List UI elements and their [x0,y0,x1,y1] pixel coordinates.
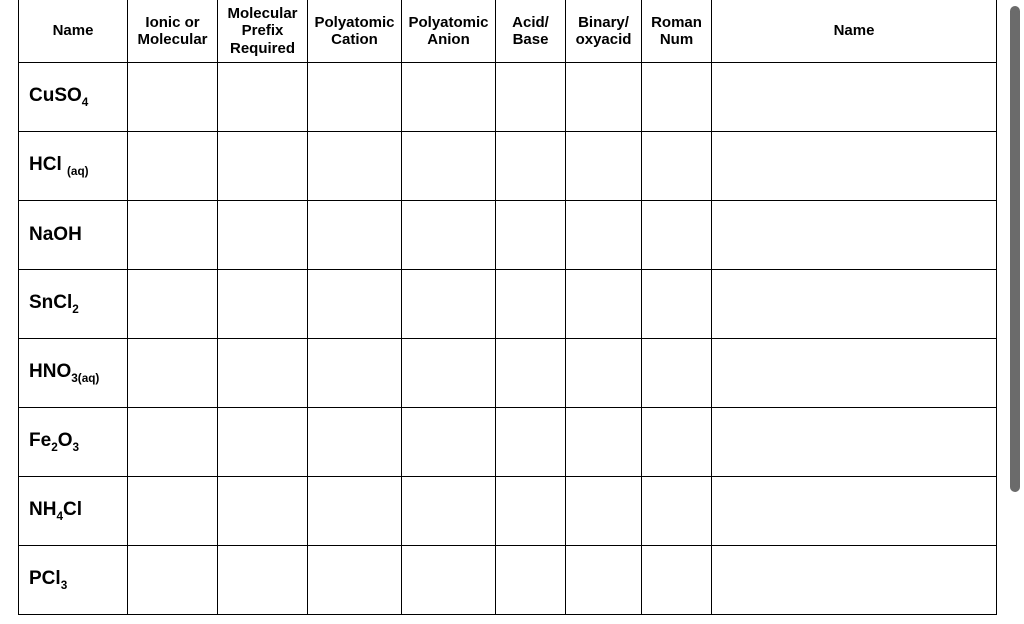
data-cell [218,546,308,615]
data-cell [308,201,402,270]
data-cell [218,408,308,477]
data-cell [712,63,997,132]
data-cell [218,339,308,408]
data-cell [128,132,218,201]
formula-cell: HNO3(aq) [19,339,128,408]
data-cell [712,201,997,270]
formula-cell: NaOH [19,201,128,270]
data-cell [128,408,218,477]
data-cell [308,132,402,201]
data-cell [496,63,566,132]
table-row: HCl (aq) [19,132,997,201]
data-cell [218,63,308,132]
formula-cell: NH4Cl [19,477,128,546]
data-cell [712,339,997,408]
data-cell [218,270,308,339]
data-cell [308,63,402,132]
data-cell [128,339,218,408]
data-cell [308,270,402,339]
table-header-row: NameIonic orMolecularMolecularPrefixRequ… [19,0,997,63]
data-cell [642,270,712,339]
data-cell [566,63,642,132]
col-header-poly_an: PolyatomicAnion [402,0,496,63]
col-header-poly_cat: PolyatomicCation [308,0,402,63]
data-cell [496,132,566,201]
data-cell [308,339,402,408]
col-header-name_left: Name [19,0,128,63]
formula-cell: CuSO4 [19,63,128,132]
table-row: SnCl2 [19,270,997,339]
data-cell [642,408,712,477]
worksheet-table-wrapper: NameIonic orMolecularMolecularPrefixRequ… [18,0,996,615]
data-cell [402,339,496,408]
formula-cell: Fe2O3 [19,408,128,477]
table-row: PCl3 [19,546,997,615]
data-cell [308,546,402,615]
table-row: Fe2O3 [19,408,997,477]
data-cell [566,477,642,546]
data-cell [712,270,997,339]
table-row: NaOH [19,201,997,270]
data-cell [128,201,218,270]
data-cell [566,132,642,201]
chemistry-naming-table: NameIonic orMolecularMolecularPrefixRequ… [18,0,997,615]
formula-cell: HCl (aq) [19,132,128,201]
data-cell [566,408,642,477]
col-header-roman: RomanNum [642,0,712,63]
data-cell [566,546,642,615]
data-cell [496,339,566,408]
table-row: HNO3(aq) [19,339,997,408]
table-row: CuSO4 [19,63,997,132]
data-cell [496,477,566,546]
data-cell [712,132,997,201]
data-cell [496,270,566,339]
data-cell [642,339,712,408]
formula-cell: PCl3 [19,546,128,615]
scrollbar-thumb[interactable] [1010,6,1020,492]
data-cell [402,63,496,132]
data-cell [308,477,402,546]
data-cell [402,270,496,339]
data-cell [496,408,566,477]
data-cell [218,477,308,546]
data-cell [402,546,496,615]
data-cell [402,408,496,477]
col-header-ionic_mol: Ionic orMolecular [128,0,218,63]
data-cell [642,132,712,201]
data-cell [402,132,496,201]
data-cell [566,270,642,339]
data-cell [402,477,496,546]
data-cell [712,546,997,615]
data-cell [642,477,712,546]
col-header-name_right: Name [712,0,997,63]
data-cell [712,477,997,546]
col-header-acid_base: Acid/Base [496,0,566,63]
vertical-scrollbar[interactable] [1010,6,1020,608]
data-cell [642,63,712,132]
table-row: NH4Cl [19,477,997,546]
data-cell [642,201,712,270]
col-header-bin_oxy: Binary/oxyacid [566,0,642,63]
col-header-prefix: MolecularPrefixRequired [218,0,308,63]
data-cell [496,201,566,270]
data-cell [712,408,997,477]
data-cell [128,63,218,132]
data-cell [128,477,218,546]
data-cell [308,408,402,477]
data-cell [566,339,642,408]
data-cell [642,546,712,615]
formula-cell: SnCl2 [19,270,128,339]
data-cell [402,201,496,270]
data-cell [496,546,566,615]
data-cell [218,132,308,201]
data-cell [128,270,218,339]
data-cell [218,201,308,270]
data-cell [566,201,642,270]
viewport: NameIonic orMolecularMolecularPrefixRequ… [0,0,1024,624]
data-cell [128,546,218,615]
